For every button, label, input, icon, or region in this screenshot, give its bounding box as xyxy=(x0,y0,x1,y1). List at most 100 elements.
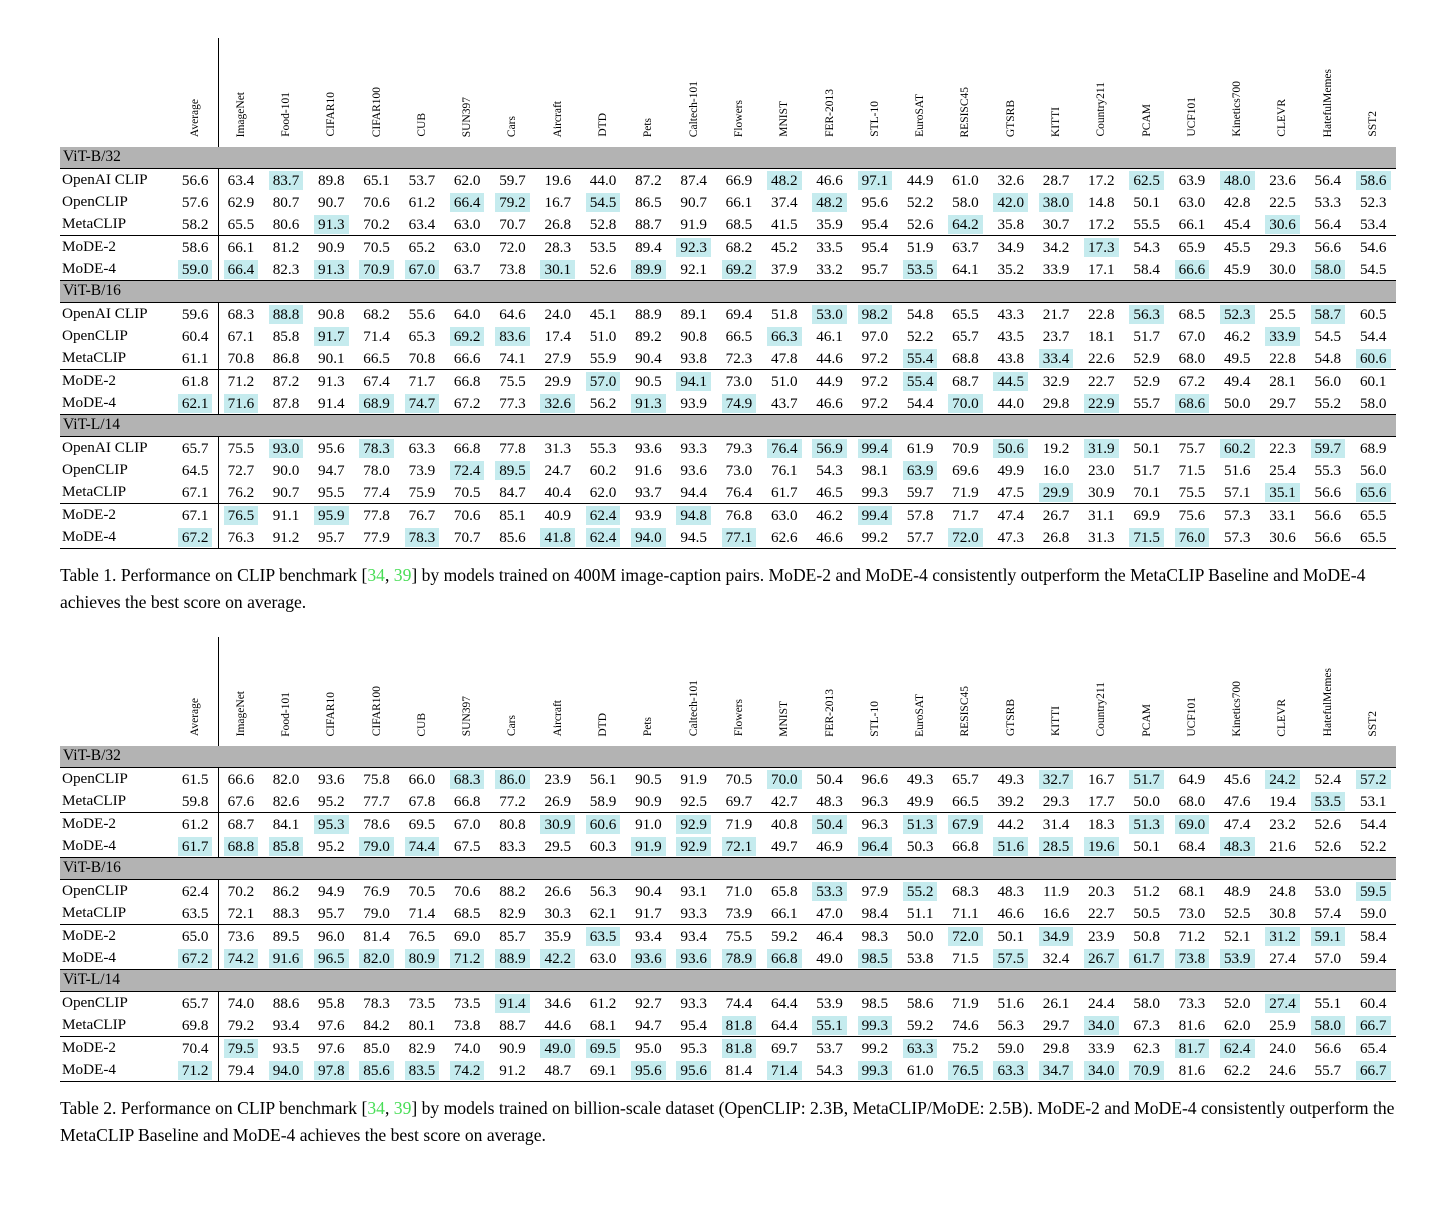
score-cell: 57.3 xyxy=(1214,503,1260,526)
score-cell: 67.5 xyxy=(453,837,481,855)
score-cell: 71.9 xyxy=(952,483,979,501)
col-header-average: Average xyxy=(172,637,219,747)
score-cell: 55.4 xyxy=(898,347,943,370)
score-cell: 30.9 xyxy=(535,812,581,836)
score-cell: 93.6 xyxy=(626,947,671,970)
score-cell: 63.0 xyxy=(589,949,617,967)
score-cell: 50.8 xyxy=(1123,924,1170,948)
score-cell: 53.7 xyxy=(408,171,436,189)
score-cell: 92.7 xyxy=(635,994,662,1012)
score-cell: 73.3 xyxy=(1178,994,1206,1012)
score-cell: 67.2 xyxy=(1169,369,1215,392)
score-cell: 49.0 xyxy=(535,1036,581,1060)
score-cell: 69.6 xyxy=(952,461,979,479)
score-cell: 17.4 xyxy=(544,327,572,345)
score-cell: 69.7 xyxy=(761,1036,807,1060)
table-row: MoDE-2 67.1 76.5 91.1 95.9 77.8 76.7 70.6 85.1 40… xyxy=(60,503,1396,526)
score-cell: 63.9 xyxy=(898,459,943,481)
score-cell: 75.5 xyxy=(716,924,762,948)
score-cell: 99.3 xyxy=(861,483,889,501)
score-cell: 49.9 xyxy=(997,461,1025,479)
score-cell: 68.6 xyxy=(1169,392,1214,415)
score-cell: 62.4 xyxy=(1214,1036,1260,1060)
score-cell: 34.0 xyxy=(1078,1059,1124,1083)
score-cell: 63.0 xyxy=(453,215,481,233)
score-cell: 52.0 xyxy=(1223,994,1251,1012)
score-cell: 56.2 xyxy=(589,394,617,412)
score-cell: 83.6 xyxy=(490,325,535,347)
score-cell: 33.1 xyxy=(1259,503,1306,526)
score-cell: 33.2 xyxy=(816,260,843,278)
score-cell: 51.8 xyxy=(770,305,798,323)
score-cell: 19.4 xyxy=(1269,792,1296,810)
score-cell: 65.7 xyxy=(952,327,979,345)
col-header-eurosat: EuroSAT xyxy=(914,94,927,137)
score-cell: 58.6 xyxy=(906,994,934,1012)
score-cell: 56.3 xyxy=(1124,303,1169,326)
score-cell: 99.2 xyxy=(852,526,898,549)
col-header-caltech-101: Caltech-101 xyxy=(687,80,700,137)
score-cell: 43.7 xyxy=(770,394,798,412)
model-name: MoDE-2 xyxy=(60,235,173,258)
score-cell: 67.1 xyxy=(172,481,219,504)
score-cell: 73.8 xyxy=(499,260,526,278)
score-cell: 55.5 xyxy=(1133,215,1160,233)
col-header-ucf101: UCF101 xyxy=(1185,696,1198,737)
score-cell: 90.8 xyxy=(318,305,345,323)
score-cell: 17.2 xyxy=(1088,215,1115,233)
col-header-cifar100: CIFAR100 xyxy=(370,86,383,137)
score-cell: 66.3 xyxy=(762,325,807,347)
col-header-aircraft: Aircraft xyxy=(551,100,564,137)
score-cell: 87.2 xyxy=(263,369,309,392)
score-cell: 21.7 xyxy=(1042,305,1070,323)
table-row: OpenCLIP 62.4 70.2 86.2 94.9 76.9 70.5 70.6 88.2… xyxy=(60,879,1396,903)
citation-link-39[interactable]: 39 xyxy=(393,565,412,585)
score-cell: 56.4 xyxy=(1314,215,1342,233)
score-cell: 52.6 xyxy=(906,215,934,233)
citation-link-39[interactable]: 39 xyxy=(393,1098,412,1119)
score-cell: 69.0 xyxy=(444,924,490,948)
score-cell: 74.4 xyxy=(399,835,444,858)
score-cell: 59.4 xyxy=(1359,949,1387,967)
score-cell: 51.7 xyxy=(1133,461,1160,479)
table-row: MetaCLIP 61.1 70.8 86.8 90.1 66.5 70.8 66.6 74.1… xyxy=(60,347,1396,370)
score-cell: 27.9 xyxy=(544,349,572,367)
score-cell: 61.7 xyxy=(172,835,219,858)
score-cell: 18.3 xyxy=(1078,812,1124,836)
score-cell: 34.9 xyxy=(988,235,1034,258)
score-cell: 63.0 xyxy=(444,235,490,258)
score-cell: 25.4 xyxy=(1269,461,1296,479)
score-cell: 62.1 xyxy=(172,392,219,415)
score-cell: 53.9 xyxy=(816,994,843,1012)
col-header-imagenet: ImageNet xyxy=(234,91,247,137)
citation-link-34[interactable]: 34 xyxy=(367,565,385,585)
citation-link-34[interactable]: 34 xyxy=(367,1098,385,1119)
score-cell: 75.5 xyxy=(227,439,255,457)
score-cell: 82.3 xyxy=(272,260,300,278)
score-cell: 50.1 xyxy=(1133,193,1160,211)
score-cell: 30.1 xyxy=(535,258,580,281)
score-cell: 51.0 xyxy=(761,369,807,392)
score-cell: 61.8 xyxy=(172,369,219,392)
score-cell: 94.5 xyxy=(671,526,717,549)
col-header-gtsrb: GTSRB xyxy=(1004,699,1017,737)
score-cell: 81.7 xyxy=(1169,1036,1215,1060)
score-cell: 63.3 xyxy=(408,439,436,457)
score-cell: 71.2 xyxy=(218,369,264,392)
score-cell: 61.7 xyxy=(770,483,798,501)
score-cell: 71.2 xyxy=(445,947,490,970)
score-cell: 22.7 xyxy=(1088,904,1115,922)
score-cell: 59.0 xyxy=(172,258,219,281)
score-cell: 70.7 xyxy=(499,215,526,233)
score-cell: 73.5 xyxy=(453,994,481,1012)
score-cell: 92.5 xyxy=(680,792,707,810)
score-cell: 44.2 xyxy=(988,812,1034,836)
score-cell: 41.5 xyxy=(770,215,798,233)
group-band-vit-b-16: ViT-B/16 xyxy=(60,280,1396,303)
score-cell: 46.6 xyxy=(816,394,843,412)
model-name: MoDE-2 xyxy=(60,369,173,392)
score-cell: 73.9 xyxy=(408,461,436,479)
score-cell: 65.9 xyxy=(1169,235,1215,258)
score-cell: 76.0 xyxy=(1169,526,1215,549)
score-cell: 90.7 xyxy=(318,193,345,211)
